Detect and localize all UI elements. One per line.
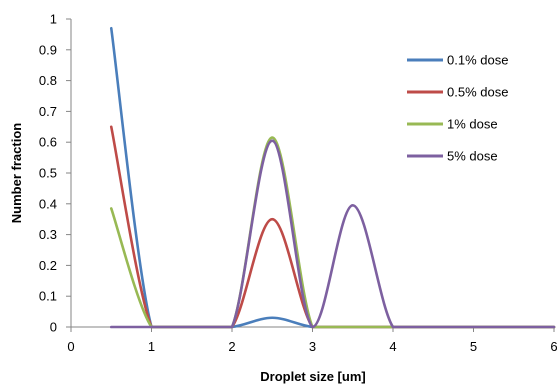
y-tick-label: 0.8 bbox=[39, 73, 57, 88]
y-axis-title: Number fraction bbox=[9, 123, 24, 223]
y-tick-label: 0.9 bbox=[39, 42, 57, 57]
y-tick-label: 0.6 bbox=[39, 135, 57, 150]
x-tick-label: 5 bbox=[470, 339, 477, 354]
legend-label: 5% dose bbox=[447, 149, 498, 164]
x-tick-label: 0 bbox=[67, 339, 74, 354]
y-tick-label: 0.3 bbox=[39, 227, 57, 242]
series-line-5-dose bbox=[109, 139, 556, 329]
x-tick-label: 1 bbox=[148, 339, 155, 354]
axes: 0 0.1 0.2 0.3 0.4 0.5 0.6 0.7 0.8 0.9 1 0 1 2 3 4 5 6 bbox=[39, 12, 558, 355]
legend-label: 1% dose bbox=[447, 117, 498, 132]
y-tick-label: 0.7 bbox=[39, 104, 57, 119]
legend: 0.1% dose 0.5% dose 1% dose 5% dose bbox=[407, 53, 508, 164]
y-tick-label: 0.5 bbox=[39, 166, 57, 181]
y-tick-label: 0.1 bbox=[39, 289, 57, 304]
y-tick-label: 0.2 bbox=[39, 258, 57, 273]
legend-label: 0.5% dose bbox=[447, 85, 508, 100]
x-tick-label: 6 bbox=[550, 339, 557, 354]
x-tick-label: 3 bbox=[309, 339, 316, 354]
legend-label: 0.1% dose bbox=[447, 53, 508, 68]
x-tick-label: 2 bbox=[228, 339, 235, 354]
x-tick-label: 4 bbox=[389, 339, 396, 354]
x-axis-title: Droplet size [um] bbox=[260, 369, 365, 384]
y-tick-label: 0 bbox=[50, 320, 57, 335]
series-lines bbox=[109, 26, 556, 329]
y-tick-label: 0.4 bbox=[39, 196, 57, 211]
series-line-0-1-dose bbox=[109, 26, 556, 329]
series-line-1-dose bbox=[109, 136, 556, 329]
y-tick-label: 1 bbox=[50, 12, 57, 27]
